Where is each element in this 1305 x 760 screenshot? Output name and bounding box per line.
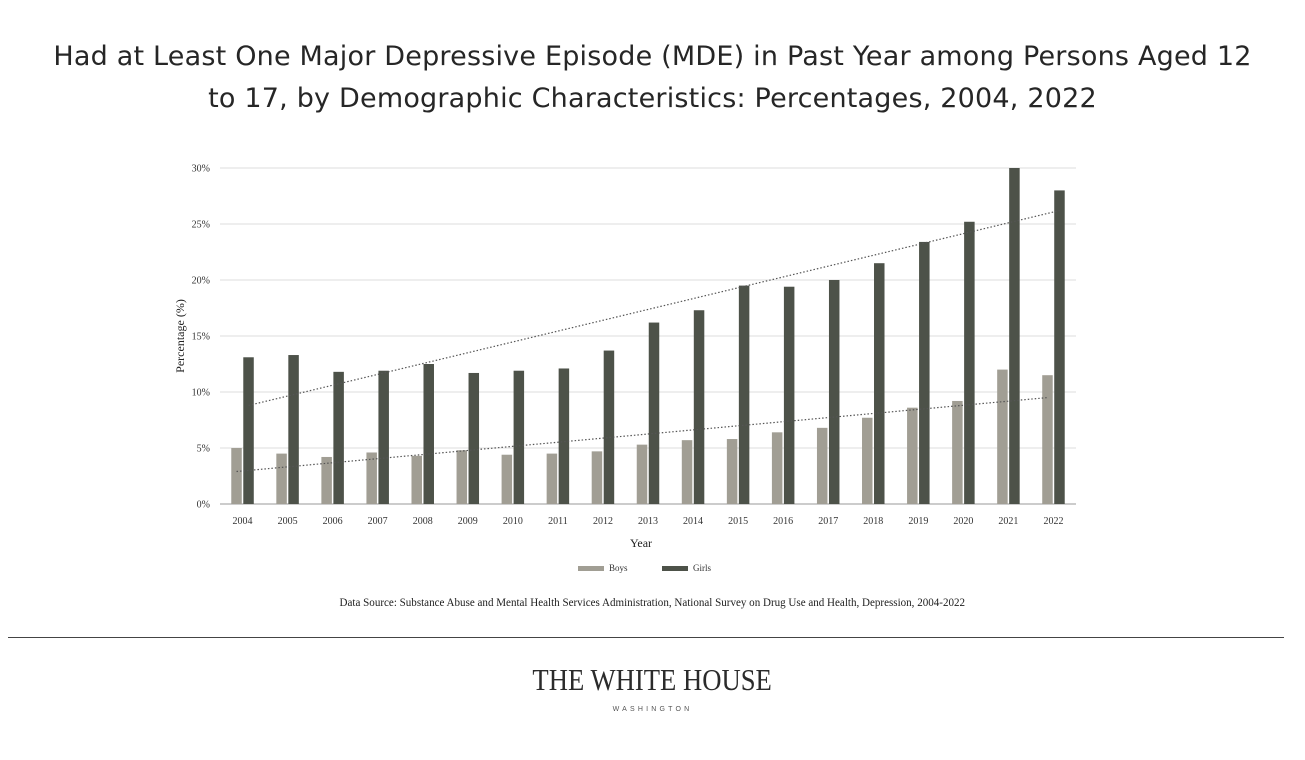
gridlines bbox=[220, 167, 1076, 505]
chart-title-line-1: Had at Least One Major Depressive Episod… bbox=[53, 41, 1252, 72]
y-tick-label: 10% bbox=[192, 388, 210, 399]
y-tick-label: 15% bbox=[192, 332, 210, 343]
x-axis-ticks: 2004 2005 2006 2007 2008 2009 2010 2011 2012 2013… bbox=[233, 516, 1064, 527]
bar-boys-2015 bbox=[726, 439, 738, 504]
bar-girls-2013 bbox=[648, 322, 660, 504]
bar-boys-2013 bbox=[636, 444, 648, 504]
legend-label-girls: Girls bbox=[693, 563, 711, 573]
footer-divider bbox=[8, 637, 1284, 638]
bar-girls-2021 bbox=[1009, 168, 1020, 504]
bar-boys-2016 bbox=[771, 432, 783, 504]
bar-girls-2018 bbox=[874, 263, 885, 504]
bar-boys-2022 bbox=[1042, 375, 1053, 504]
bar-boys-2011 bbox=[546, 453, 558, 504]
x-tick-label: 2011 bbox=[548, 516, 568, 527]
x-tick-label: 2017 bbox=[818, 516, 838, 527]
y-tick-label: 0% bbox=[197, 500, 210, 511]
data-source-note: Data Source: Substance Abuse and Mental … bbox=[339, 595, 966, 609]
white-house-wordmark: THE WHITE HOUSE bbox=[532, 662, 772, 697]
bar-boys-2005 bbox=[276, 453, 287, 504]
y-tick-label: 30% bbox=[192, 164, 210, 175]
bar-boys-2020 bbox=[952, 400, 963, 504]
bar-boys-2008 bbox=[411, 455, 422, 504]
bar-boys-2017 bbox=[816, 427, 828, 504]
bar-girls-2004 bbox=[243, 357, 254, 504]
bar-girls-2008 bbox=[423, 364, 434, 504]
bar-boys-2007 bbox=[366, 452, 377, 504]
chart-title: Had at Least One Major Depressive Episod… bbox=[0, 36, 1305, 120]
x-tick-label: 2004 bbox=[233, 516, 253, 527]
bar-girls-2010 bbox=[513, 370, 525, 504]
bars bbox=[231, 168, 1065, 505]
bar-boys-2006 bbox=[321, 456, 332, 504]
bar-girls-2015 bbox=[738, 285, 750, 504]
bar-girls-2020 bbox=[964, 221, 975, 504]
bar-boys-2010 bbox=[501, 454, 513, 504]
bar-boys-2012 bbox=[591, 451, 603, 504]
y-tick-label: 20% bbox=[192, 276, 210, 287]
x-tick-label: 2020 bbox=[953, 516, 973, 527]
bar-girls-2007 bbox=[378, 370, 389, 504]
y-axis-label: Percentage (%) bbox=[173, 299, 187, 373]
bar-girls-2011 bbox=[558, 368, 570, 504]
x-tick-label: 2022 bbox=[1043, 516, 1063, 527]
x-tick-label: 2018 bbox=[863, 516, 883, 527]
bar-boys-2018 bbox=[862, 417, 873, 504]
trendlines bbox=[236, 209, 1060, 473]
x-axis-label: Year bbox=[630, 536, 652, 550]
white-house-subtitle: WASHINGTON bbox=[612, 706, 693, 713]
bar-boys-2021 bbox=[997, 369, 1008, 504]
x-tick-label: 2005 bbox=[278, 516, 298, 527]
x-tick-label: 2019 bbox=[908, 516, 928, 527]
legend-swatch-boys bbox=[578, 566, 604, 571]
bar-boys-2009 bbox=[456, 450, 468, 504]
legend: Boys Girls bbox=[578, 563, 711, 573]
x-tick-label: 2013 bbox=[638, 516, 658, 527]
legend-swatch-girls bbox=[662, 566, 688, 571]
bar-girls-2016 bbox=[783, 286, 795, 504]
x-tick-label: 2009 bbox=[458, 516, 478, 527]
x-tick-label: 2014 bbox=[683, 516, 703, 527]
legend-label-boys: Boys bbox=[609, 563, 628, 573]
x-tick-label: 2006 bbox=[323, 516, 343, 527]
y-tick-label: 25% bbox=[192, 220, 210, 231]
y-tick-label: 5% bbox=[197, 444, 210, 455]
bar-girls-2006 bbox=[333, 371, 344, 504]
bar-girls-2017 bbox=[828, 280, 840, 504]
x-tick-label: 2015 bbox=[728, 516, 748, 527]
trendline-girls bbox=[248, 209, 1060, 407]
x-tick-label: 2012 bbox=[593, 516, 613, 527]
x-tick-label: 2007 bbox=[368, 516, 388, 527]
bar-boys-2004 bbox=[231, 448, 242, 504]
trendline-boys bbox=[236, 397, 1048, 473]
y-axis-ticks: 0% 5% 10% 15% 20% 25% 30% bbox=[192, 164, 210, 511]
chart-title-line-2: to 17, by Demographic Characteristics: P… bbox=[208, 83, 1097, 114]
bar-girls-2022 bbox=[1054, 190, 1065, 504]
bar-girls-2009 bbox=[468, 372, 480, 504]
bar-girls-2014 bbox=[693, 310, 705, 504]
bar-girls-2005 bbox=[288, 355, 299, 504]
bar-boys-2019 bbox=[907, 407, 918, 504]
x-tick-label: 2008 bbox=[413, 516, 433, 527]
bar-boys-2014 bbox=[681, 440, 693, 504]
x-tick-label: 2016 bbox=[773, 516, 793, 527]
bar-girls-2019 bbox=[919, 241, 930, 505]
x-tick-label: 2021 bbox=[998, 516, 1018, 527]
x-tick-label: 2010 bbox=[503, 516, 523, 527]
bar-girls-2012 bbox=[603, 350, 615, 504]
